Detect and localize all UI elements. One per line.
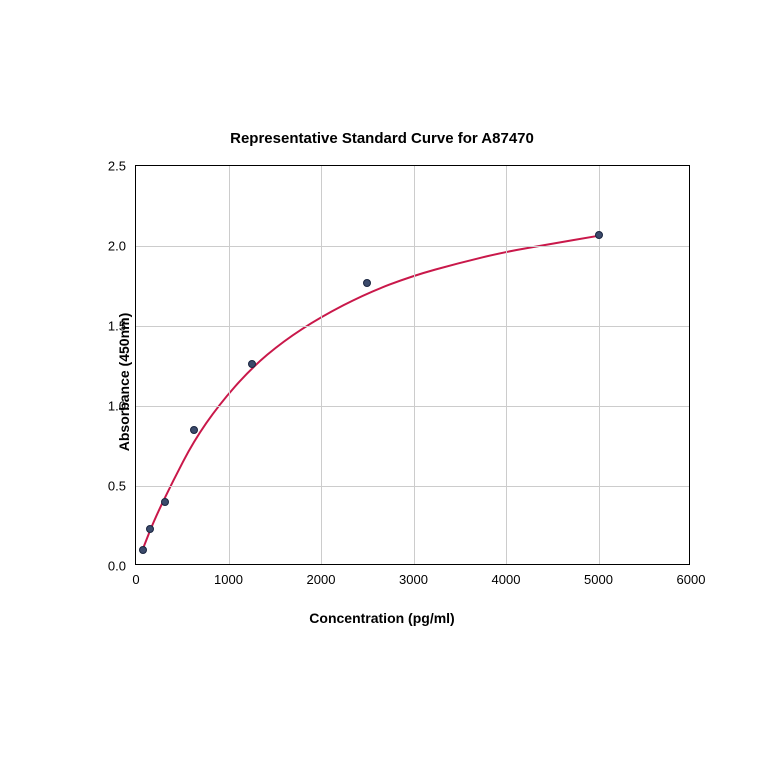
y-axis-label: Absorbance (450nm) <box>116 313 132 451</box>
y-tick-label: 1.5 <box>108 319 136 334</box>
grid-line-horizontal <box>136 406 689 407</box>
data-point <box>248 360 256 368</box>
grid-line-vertical <box>321 166 322 564</box>
y-tick-label: 2.5 <box>108 159 136 174</box>
grid-line-horizontal <box>136 246 689 247</box>
grid-line-horizontal <box>136 326 689 327</box>
grid-line-vertical <box>229 166 230 564</box>
x-axis-label: Concentration (pg/ml) <box>0 610 764 626</box>
y-tick-label: 0.0 <box>108 559 136 574</box>
data-point <box>363 279 371 287</box>
data-point <box>190 426 198 434</box>
y-tick-label: 2.0 <box>108 239 136 254</box>
x-tick-label: 5000 <box>584 564 613 587</box>
data-point <box>139 546 147 554</box>
y-tick-label: 1.0 <box>108 399 136 414</box>
grid-line-vertical <box>506 166 507 564</box>
data-point <box>595 231 603 239</box>
x-tick-label: 3000 <box>399 564 428 587</box>
plot-area: 01000200030004000500060000.00.51.01.52.0… <box>135 165 690 565</box>
grid-line-vertical <box>414 166 415 564</box>
data-point <box>146 525 154 533</box>
x-tick-label: 4000 <box>492 564 521 587</box>
y-tick-label: 0.5 <box>108 479 136 494</box>
x-tick-label: 2000 <box>307 564 336 587</box>
data-point <box>161 498 169 506</box>
grid-line-vertical <box>599 166 600 564</box>
fitted-curve <box>136 166 689 564</box>
grid-line-horizontal <box>136 486 689 487</box>
chart-container: Representative Standard Curve for A87470… <box>0 0 764 764</box>
x-tick-label: 1000 <box>214 564 243 587</box>
x-tick-label: 6000 <box>677 564 706 587</box>
chart-title: Representative Standard Curve for A87470 <box>0 130 764 147</box>
